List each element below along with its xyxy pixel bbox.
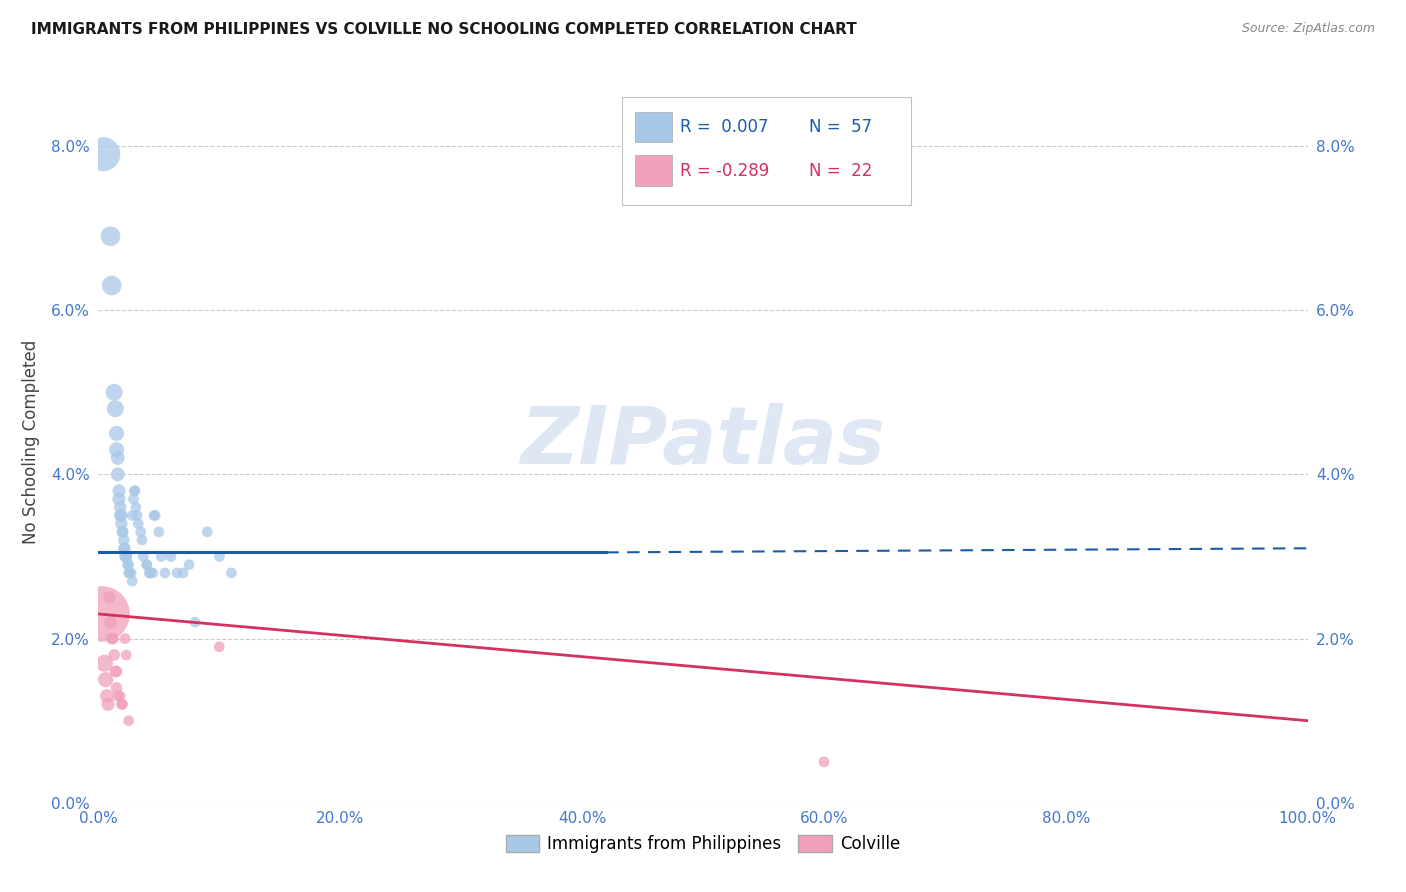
- FancyBboxPatch shape: [636, 155, 672, 186]
- Point: [118, 566, 141, 580]
- Point: [100, 229, 122, 244]
- Point: [118, 566, 141, 580]
- Point: [124, 483, 146, 498]
- Point: [108, 508, 131, 523]
- Point: [121, 574, 143, 588]
- Point: [150, 549, 173, 564]
- Point: [100, 278, 122, 293]
- Point: [93, 657, 115, 671]
- Point: [108, 689, 131, 703]
- Point: [195, 524, 218, 539]
- Text: N =  22: N = 22: [810, 161, 873, 179]
- Point: [208, 549, 231, 564]
- Point: [153, 566, 176, 580]
- Point: [131, 533, 153, 547]
- FancyBboxPatch shape: [621, 97, 911, 204]
- Point: [104, 401, 127, 416]
- Point: [166, 566, 188, 580]
- Point: [105, 665, 128, 679]
- Point: [120, 566, 142, 580]
- Point: [127, 508, 149, 523]
- Text: ZIPatlas: ZIPatlas: [520, 402, 886, 481]
- Point: [127, 516, 149, 531]
- Point: [107, 689, 129, 703]
- Point: [117, 558, 139, 572]
- Point: [138, 566, 160, 580]
- Point: [111, 698, 134, 712]
- Point: [100, 615, 122, 630]
- Text: R = -0.289: R = -0.289: [681, 161, 769, 179]
- Point: [91, 607, 114, 621]
- Point: [160, 549, 183, 564]
- Point: [108, 491, 131, 506]
- Point: [97, 698, 120, 712]
- Point: [124, 483, 146, 498]
- Point: [111, 524, 134, 539]
- Point: [148, 524, 170, 539]
- Y-axis label: No Schooling Completed: No Schooling Completed: [22, 340, 41, 543]
- Point: [208, 640, 231, 654]
- Point: [103, 648, 125, 662]
- Point: [114, 541, 136, 556]
- Point: [107, 467, 129, 482]
- Legend: Immigrants from Philippines, Colville: Immigrants from Philippines, Colville: [499, 828, 907, 860]
- Point: [105, 442, 128, 457]
- Point: [115, 549, 138, 564]
- Point: [115, 648, 138, 662]
- Point: [118, 714, 141, 728]
- Point: [98, 591, 121, 605]
- Point: [172, 566, 194, 580]
- Point: [122, 491, 145, 506]
- Point: [110, 516, 132, 531]
- Point: [91, 147, 114, 161]
- Point: [112, 533, 135, 547]
- Point: [110, 698, 132, 712]
- Point: [108, 500, 131, 515]
- Point: [813, 755, 835, 769]
- Point: [121, 508, 143, 523]
- Point: [125, 500, 148, 515]
- Point: [114, 549, 136, 564]
- Point: [139, 566, 162, 580]
- FancyBboxPatch shape: [636, 112, 672, 143]
- Point: [221, 566, 243, 580]
- Text: Source: ZipAtlas.com: Source: ZipAtlas.com: [1241, 22, 1375, 36]
- Point: [105, 426, 128, 441]
- Point: [100, 632, 122, 646]
- Point: [135, 558, 157, 572]
- Text: N =  57: N = 57: [810, 119, 873, 136]
- Point: [107, 450, 129, 465]
- Point: [135, 558, 157, 572]
- Point: [94, 673, 117, 687]
- Point: [112, 541, 135, 556]
- Point: [101, 632, 124, 646]
- Point: [96, 689, 118, 703]
- Point: [110, 508, 132, 523]
- Point: [143, 508, 166, 523]
- Point: [104, 665, 127, 679]
- Point: [129, 524, 152, 539]
- Point: [143, 508, 166, 523]
- Point: [103, 385, 125, 400]
- Point: [118, 558, 141, 572]
- Text: R =  0.007: R = 0.007: [681, 119, 769, 136]
- Point: [114, 632, 136, 646]
- Point: [111, 524, 134, 539]
- Point: [179, 558, 201, 572]
- Point: [184, 615, 207, 630]
- Text: IMMIGRANTS FROM PHILIPPINES VS COLVILLE NO SCHOOLING COMPLETED CORRELATION CHART: IMMIGRANTS FROM PHILIPPINES VS COLVILLE …: [31, 22, 856, 37]
- Point: [132, 549, 155, 564]
- Point: [142, 566, 165, 580]
- Point: [108, 483, 131, 498]
- Point: [105, 681, 128, 695]
- Point: [115, 549, 138, 564]
